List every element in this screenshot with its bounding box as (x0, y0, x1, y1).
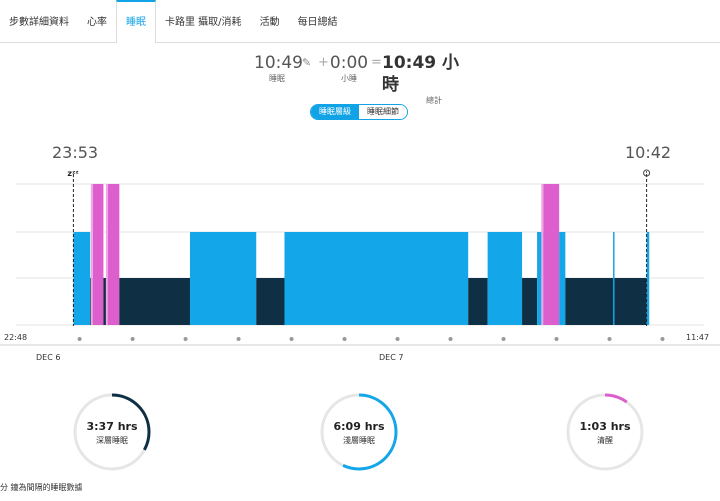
deep-sleep-ring (73, 393, 151, 471)
hour-tick (395, 337, 400, 341)
segment-light (559, 232, 566, 325)
awake-ring (566, 393, 644, 471)
segment-deep (468, 278, 488, 325)
segment-deep (103, 278, 108, 325)
date-label-dec6: DEC 6 (36, 353, 60, 362)
equals-sign: = (371, 55, 382, 70)
view-toggle: 睡眠層級 睡眠細節 (310, 104, 408, 120)
tab-bar: 步數詳細資料 心率 睡眠 卡路里 攝取/消耗 活動 每日總結 (0, 0, 720, 43)
segment-light (284, 232, 469, 325)
sleep-stages-chart: zᶻᶻ 22:48 11:47 DEC 6 DEC 7 (0, 169, 720, 362)
hour-tick (77, 337, 82, 341)
total-label: 總計 (426, 96, 442, 105)
footnote: 分 鐘為間隔的睡眠數據 (0, 483, 83, 492)
segment-awake-edge (90, 184, 93, 325)
segment-deep (119, 278, 190, 325)
tab-calories[interactable]: 卡路里 攝取/消耗 (165, 17, 242, 28)
axis-start-time: 22:48 (4, 333, 27, 342)
hour-tick (448, 337, 453, 341)
pencil-icon[interactable]: ✎ (302, 56, 312, 69)
segment-awake (92, 184, 104, 325)
sleep-end-time: 10:42 (625, 143, 672, 162)
segment-light (73, 232, 91, 325)
sleep-label: 睡眠 (269, 74, 285, 83)
deep-sleep-label: 深層睡眠 (96, 436, 128, 445)
tab-activities[interactable]: 活動 (259, 17, 280, 28)
tab-step-details[interactable]: 步數詳細資料 (9, 17, 69, 28)
deep-sleep-total: 3:37 hrs 深層睡眠 (62, 420, 162, 446)
nap-block: 0:00 小睡 (329, 52, 369, 84)
segment-light (189, 232, 257, 325)
hour-tick (342, 337, 347, 341)
segment-awake-edge (541, 184, 544, 325)
axis-end-time: 11:47 (686, 333, 709, 342)
total-value: 10:49 小時 (382, 53, 460, 95)
segment-light (646, 232, 650, 325)
segment-awake (543, 184, 560, 325)
sleep-start-time: 23:53 (52, 143, 99, 162)
awake-label: 清醒 (597, 436, 613, 445)
alarm-clock-icon (643, 169, 651, 177)
segment-awake (107, 184, 120, 325)
tab-heart-rate[interactable]: 心率 (87, 17, 107, 28)
hour-tick (289, 337, 294, 341)
sleep-summary: 10:49 睡眠 ✎ + 0:00 小睡 = 10:49 小時 總計 (0, 52, 720, 105)
hour-tick (554, 337, 559, 341)
segment-light (537, 232, 544, 325)
awake-value: 1:03 hrs (579, 420, 631, 433)
hour-tick (236, 337, 241, 341)
light-sleep-total: 6:09 hrs 淺層睡眠 (309, 420, 409, 446)
plus-sign: + (318, 55, 329, 70)
hour-tick (501, 337, 506, 341)
tab-sleep[interactable]: 睡眠 (116, 0, 156, 43)
awake-total: 1:03 hrs 清醒 (555, 420, 655, 446)
light-sleep-label: 淺層睡眠 (343, 436, 375, 445)
sleep-details-button[interactable]: 睡眠細節 (359, 105, 407, 119)
deep-sleep-value: 3:37 hrs (86, 420, 138, 433)
segment-deep (256, 278, 285, 325)
sleep-stages-button[interactable]: 睡眠層級 (311, 105, 359, 119)
awake-arc (566, 393, 644, 471)
segment-deep (565, 278, 647, 325)
sleep-total-block[interactable]: 10:49 睡眠 (254, 52, 303, 84)
nap-label: 小睡 (341, 74, 357, 83)
segment-awake-edge (105, 184, 108, 325)
zzz-icon: zᶻᶻ (67, 169, 78, 178)
light-sleep-value: 6:09 hrs (333, 420, 385, 433)
light-sleep-ring (320, 393, 398, 471)
date-label-dec7: DEC 7 (379, 353, 403, 362)
segment-light (487, 232, 523, 325)
nap-value: 0:00 (329, 53, 369, 73)
sleep-value: 10:49 (254, 53, 303, 73)
segment-deep (522, 278, 538, 325)
hour-tick (607, 337, 612, 341)
segment-light-spike (613, 232, 615, 325)
hour-tick (660, 337, 665, 341)
deep-sleep-arc (73, 393, 151, 471)
total-block: 10:49 小時 總計 (382, 52, 466, 106)
hour-tick (183, 337, 188, 341)
tab-daily-summary[interactable]: 每日總結 (297, 17, 338, 28)
hour-tick (130, 337, 135, 341)
light-sleep-arc (320, 393, 398, 471)
